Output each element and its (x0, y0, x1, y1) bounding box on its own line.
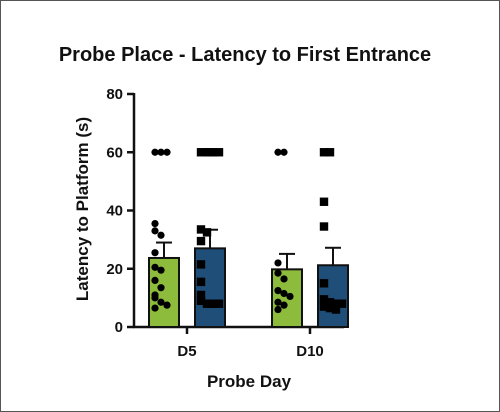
y-tick-label: 40 (106, 203, 123, 220)
data-point (214, 299, 224, 308)
x-tick-label: D10 (296, 343, 324, 360)
data-point (319, 295, 329, 304)
data-point (157, 266, 165, 274)
data-point (196, 290, 206, 300)
data-point (157, 231, 165, 239)
data-point (280, 289, 288, 298)
data-point (151, 294, 159, 302)
chart-title: Probe Place - Latency to First Entrance (59, 44, 431, 66)
data-point (319, 222, 329, 231)
data-point (163, 301, 171, 309)
bars (148, 247, 349, 329)
data-point (151, 304, 159, 312)
data-point (151, 148, 159, 156)
data-point (151, 249, 159, 257)
data-point (337, 299, 347, 308)
data-point (196, 277, 206, 287)
data-point (157, 284, 165, 292)
data-point (196, 236, 206, 246)
data-point (151, 263, 159, 271)
data-point (205, 148, 215, 157)
data-point (280, 275, 288, 283)
data-point (202, 228, 212, 237)
data-point (196, 260, 206, 269)
data-point (274, 148, 282, 156)
data-point (151, 227, 159, 235)
data-point (196, 296, 206, 305)
y-tick-label: 60 (106, 144, 123, 161)
data-point (280, 301, 288, 309)
error-bars (156, 228, 341, 270)
data-points (151, 148, 347, 314)
data-point (274, 305, 282, 314)
data-point (157, 298, 165, 306)
data-point (274, 269, 282, 277)
data-point (214, 148, 224, 157)
data-point (331, 305, 341, 314)
data-point (274, 286, 282, 295)
data-point (319, 279, 329, 288)
data-point (280, 148, 288, 156)
y-tick-label: 80 (106, 86, 123, 103)
data-point (325, 303, 335, 313)
data-point (319, 302, 329, 311)
data-point (196, 148, 206, 157)
y-tick-label: 0 (115, 319, 123, 336)
x-tick-label: D5 (177, 343, 196, 360)
data-point (151, 220, 159, 228)
data-point (151, 276, 159, 284)
data-point (319, 148, 329, 157)
data-point (196, 225, 206, 234)
bar (194, 247, 226, 328)
y-axis-label: Latency to Platform (s) (73, 117, 92, 301)
data-point (274, 298, 282, 306)
x-axis-label: Probe Day (207, 372, 292, 391)
data-point (205, 299, 215, 308)
y-tick-label: 20 (106, 261, 123, 278)
data-point (163, 148, 171, 156)
data-point (157, 148, 165, 156)
data-point (325, 148, 335, 157)
data-point (274, 259, 282, 267)
data-point (286, 292, 294, 301)
data-point (319, 197, 329, 206)
